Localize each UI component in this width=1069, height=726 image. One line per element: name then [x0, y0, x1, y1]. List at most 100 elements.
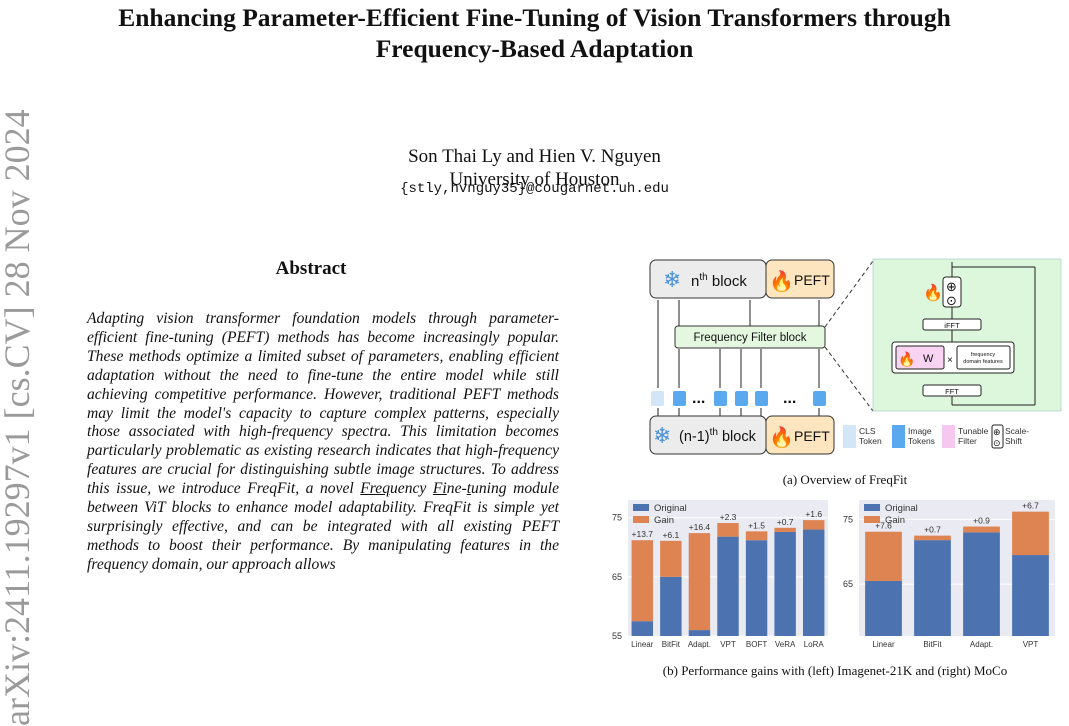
nth-block-label: nth block [691, 272, 747, 290]
freqfit-diagram: ❄ nth block 🔥 PEFT Frequency Filter bloc… [649, 258, 1062, 455]
legend-filter-l1: Tunable [958, 426, 989, 436]
legend-scale-l1: Scale- [1005, 426, 1029, 436]
n-minus-1-block-label: (n-1)th block [679, 427, 757, 445]
caption-b: (b) Performance gains with (left) Imagen… [662, 663, 1008, 678]
ifft-box [922, 318, 982, 331]
left-bar-original [745, 540, 768, 636]
left-category-label: BOFT [746, 640, 767, 649]
left-category-label: VPT [720, 640, 736, 649]
right-category-label: Adapt. [970, 640, 993, 649]
right-bar-gain [1012, 511, 1049, 556]
right-legend-label: Gain [885, 515, 905, 526]
zoom-line-bottom [824, 346, 874, 412]
legend-cls-l2: Token [859, 436, 882, 446]
right-data-label: +7.6 [875, 521, 892, 531]
times-label: × [947, 355, 953, 366]
chart-imagenet21k: 55 65 75 +13.7 Linear +6.1 BitFit +16.4 Adapt. +2… [612, 500, 828, 649]
abstract-body: Adapting vision transformer foundation m… [87, 310, 559, 575]
left-data-label: +0.7 [777, 517, 794, 527]
left-bar-original [717, 536, 739, 636]
right-category-label: BitFit [923, 640, 942, 649]
image-token-1 [673, 391, 686, 406]
left-category-label: VeRA [775, 640, 796, 649]
image-token-3 [735, 391, 748, 406]
right-legend-swatch [864, 516, 880, 523]
abstract-mid-2: ne- [446, 480, 467, 498]
right-legend-swatch [864, 504, 880, 511]
plus-circle-icon: ⊕ [946, 279, 957, 294]
frequency-filter-label: Frequency Filter block [693, 332, 806, 344]
legend-filter-swatch [942, 425, 955, 448]
peft-label-bottom: PEFT [794, 428, 830, 444]
fire-icon-bottom: 🔥 [769, 425, 794, 449]
left-bar-gain [803, 520, 825, 530]
fft-box [922, 384, 982, 397]
dot-circle-icon: ⊙ [946, 293, 957, 308]
right-bar-original [963, 532, 1000, 636]
authors: Son Thai Ly and Hien V. Nguyen [408, 146, 661, 167]
w-box [895, 345, 945, 370]
legend-dot-icon: ⊙ [993, 438, 1001, 448]
peft-label-top: PEFT [794, 272, 830, 288]
cls-token [651, 391, 664, 406]
email: {stly,hvnguy35}@cougarnet.uh.edu [400, 181, 669, 197]
image-token-4 [755, 391, 768, 406]
fire-icon-w: 🔥 [898, 351, 915, 368]
left-bar-original [688, 630, 711, 636]
right-bar-gain [914, 535, 951, 541]
right-category-label: VPT [1023, 640, 1039, 649]
legend-image-swatch [892, 425, 905, 448]
image-token-5 [813, 391, 826, 406]
left-legend-swatch [633, 504, 649, 511]
abstract-mid-1: uency [390, 480, 433, 498]
left-category-label: LoRA [804, 640, 825, 649]
left-data-label: +1.6 [805, 509, 822, 519]
right-bar-original [865, 580, 902, 636]
snowflake-icon-top: ❄ [663, 267, 681, 292]
left-bar-gain [745, 531, 768, 541]
right-ytick-label: 75 [843, 514, 853, 524]
legend-scale-l2: Shift [1005, 436, 1023, 446]
left-ytick-label: 75 [612, 513, 622, 523]
right-legend-label: Original [885, 503, 918, 514]
left-data-label: +1.5 [748, 520, 765, 530]
left-ytick-label: 55 [612, 631, 622, 641]
right-data-label: +0.9 [973, 516, 990, 526]
left-bar-gain [660, 540, 682, 577]
right-bar-gain [963, 526, 1000, 533]
right-category-label: Linear [872, 640, 895, 649]
legend-cls-l1: CLS [859, 426, 876, 436]
left-bar-gain [688, 533, 711, 631]
arxiv-stamp: arXiv:2411.19297v1 [cs.CV] 28 Nov 2024 [0, 109, 37, 726]
scale-shift-box [942, 276, 962, 308]
fire-icon-scale: 🔥 [923, 283, 943, 302]
left-data-label: +6.1 [662, 530, 679, 540]
abstract-underline-3: t [466, 480, 472, 498]
fire-icon-top: 🔥 [769, 269, 794, 293]
dots-1: ... [692, 390, 705, 407]
title-line-2: Frequency-Based Adaptation [375, 34, 694, 63]
left-bar-original [660, 576, 682, 636]
w-label: W [923, 353, 934, 365]
freq-features-box [956, 345, 1011, 370]
legend-filter-l2: Filter [958, 436, 977, 446]
right-ytick-label: 65 [843, 579, 853, 589]
legend-image-l1: Image [908, 426, 932, 436]
left-legend-label: Gain [654, 515, 674, 526]
right-data-label: +6.7 [1022, 501, 1039, 511]
paper-title: Enhancing Parameter-Efficient Fine-Tunin… [0, 2, 1069, 64]
affiliation: University of Houston [449, 169, 620, 190]
abstract-text-2: uning module between ViT blocks to enhan… [87, 480, 559, 573]
right-bar-original [1012, 555, 1049, 636]
left-legend-label: Original [654, 503, 687, 514]
left-data-label: +13.7 [632, 529, 654, 539]
chart-moco: 65 75 +7.6 Linear +0.7 BitFit +0.9 Adapt. +6.7 VP… [843, 500, 1055, 649]
left-category-label: BitFit [662, 640, 681, 649]
left-bar-gain [631, 540, 653, 622]
left-category-label: Linear [631, 640, 654, 649]
legend-image-l2: Tokens [908, 436, 935, 446]
title-line-1: Enhancing Parameter-Efficient Fine-Tunin… [118, 3, 951, 32]
ifft-label: iFFT [944, 321, 960, 330]
legend-cls-swatch [843, 425, 856, 448]
abstract-underline-2: Fi [432, 480, 447, 498]
